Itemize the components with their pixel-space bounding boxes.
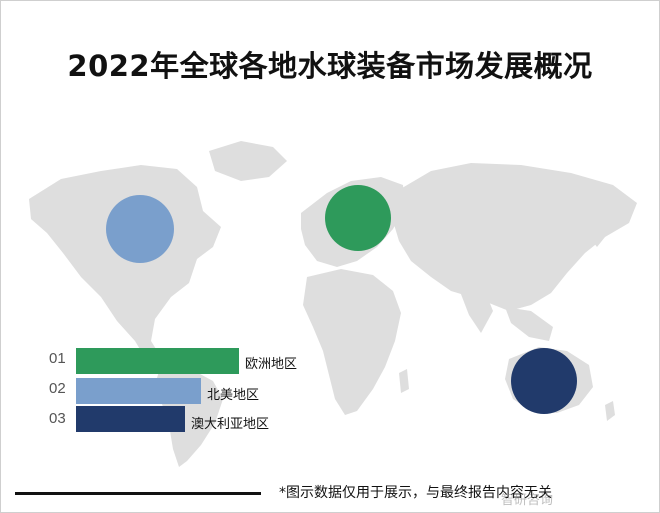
india-shape	[459, 289, 493, 333]
marker-australia	[511, 348, 577, 414]
asia-shape	[393, 163, 637, 311]
bar-europe	[76, 348, 239, 374]
footnote: *图示数据仅用于展示，与最终报告内容无关	[279, 485, 552, 501]
footnote-rule	[15, 492, 261, 495]
chart-title: 2022年全球各地水球装备市场发展概况	[67, 49, 593, 83]
watermark: 智研咨询	[501, 493, 554, 508]
madagascar-shape	[399, 369, 409, 393]
bar-australia	[76, 406, 185, 432]
se-asia-shape	[505, 307, 553, 341]
marker-europe	[325, 185, 391, 251]
africa-shape	[303, 269, 401, 415]
map-markers	[106, 185, 577, 414]
bar-label: 北美地区	[207, 388, 260, 403]
greenland-shape	[209, 141, 287, 181]
japan-shape	[591, 219, 605, 247]
bar-label: 欧洲地区	[245, 357, 298, 372]
rank-label: 02	[49, 380, 66, 397]
bar-label: 澳大利亚地区	[191, 417, 270, 432]
bar-north-america	[76, 378, 201, 404]
marker-north-america	[106, 195, 174, 263]
rank-label: 01	[49, 350, 66, 367]
new-zealand-shape	[605, 401, 615, 421]
rank-label: 03	[49, 410, 66, 427]
